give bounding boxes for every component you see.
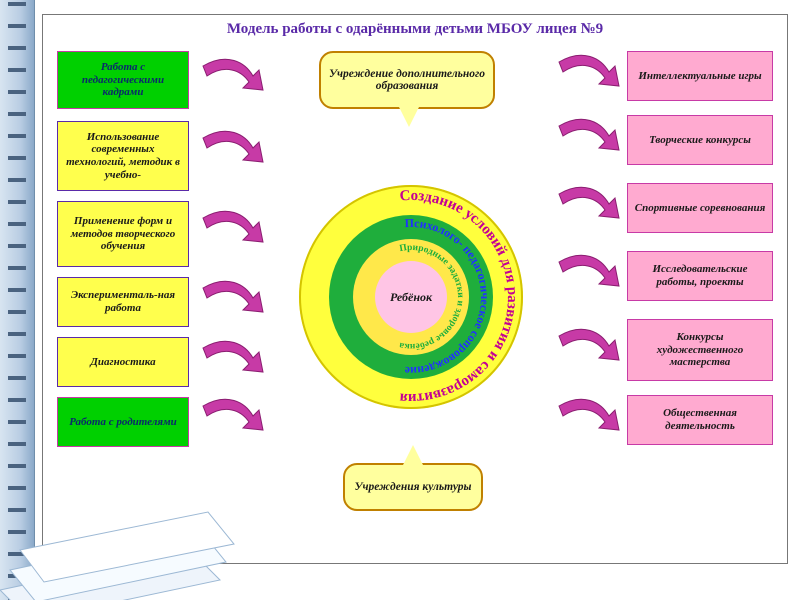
- right-arrow-5: [553, 396, 623, 442]
- callout-bottom-text: Учреждения культуры: [354, 481, 471, 493]
- right-box-1: Творческие конкурсы: [627, 115, 773, 165]
- left-box-4: Диагностика: [57, 337, 189, 387]
- left-arrow-5: [197, 396, 267, 442]
- left-arrow-3: [197, 278, 267, 324]
- callout-bottom-tail: [403, 445, 423, 465]
- right-box-2: Спортивные соревнования: [627, 183, 773, 233]
- right-arrow-3: [553, 252, 623, 298]
- right-box-3: Исследовательские работы, проекты: [627, 251, 773, 301]
- page: Модель работы с одарёнными детьми МБОУ л…: [0, 0, 800, 600]
- left-box-2: Применение форм и методов творческого об…: [57, 201, 189, 267]
- right-arrow-1: [553, 116, 623, 162]
- callout-top-text: Учреждение дополнительного образования: [327, 68, 487, 92]
- left-arrow-1: [197, 128, 267, 174]
- left-box-0: Работа с педагогическими кадрами: [57, 51, 189, 109]
- ring-text-svg: Создание условий для развития и саморазв…: [299, 185, 523, 409]
- left-arrow-4: [197, 338, 267, 384]
- svg-text:Психолого- педагогическое сопр: Психолого- педагогическое сопровождение: [404, 216, 493, 378]
- right-arrow-4: [553, 326, 623, 372]
- right-box-5: Общественная деятельность: [627, 395, 773, 445]
- left-arrow-2: [197, 208, 267, 254]
- callout-top-tail: [399, 107, 419, 127]
- svg-text:Природные задатки и здоровье р: Природные задатки и здоровье ребёнка: [398, 243, 465, 351]
- callout-top: Учреждение дополнительного образования: [319, 51, 495, 109]
- right-box-4: Конкурсы художественного мастерства: [627, 319, 773, 381]
- right-arrow-0: [553, 52, 623, 98]
- left-box-1: Использование современных технологий, ме…: [57, 121, 189, 191]
- diagram-title: Модель работы с одарёнными детьми МБОУ л…: [43, 21, 787, 38]
- callout-bottom: Учреждения культуры: [343, 463, 483, 511]
- decorative-papers-icon: [0, 480, 250, 600]
- left-box-5: Работа с родителями: [57, 397, 189, 447]
- concentric-circle: Ребёнок Создание условий для развития и …: [299, 185, 523, 409]
- left-arrow-0: [197, 56, 267, 102]
- right-arrow-2: [553, 184, 623, 230]
- left-box-3: Эксперименталь-ная работа: [57, 277, 189, 327]
- right-box-0: Интеллектуальные игры: [627, 51, 773, 101]
